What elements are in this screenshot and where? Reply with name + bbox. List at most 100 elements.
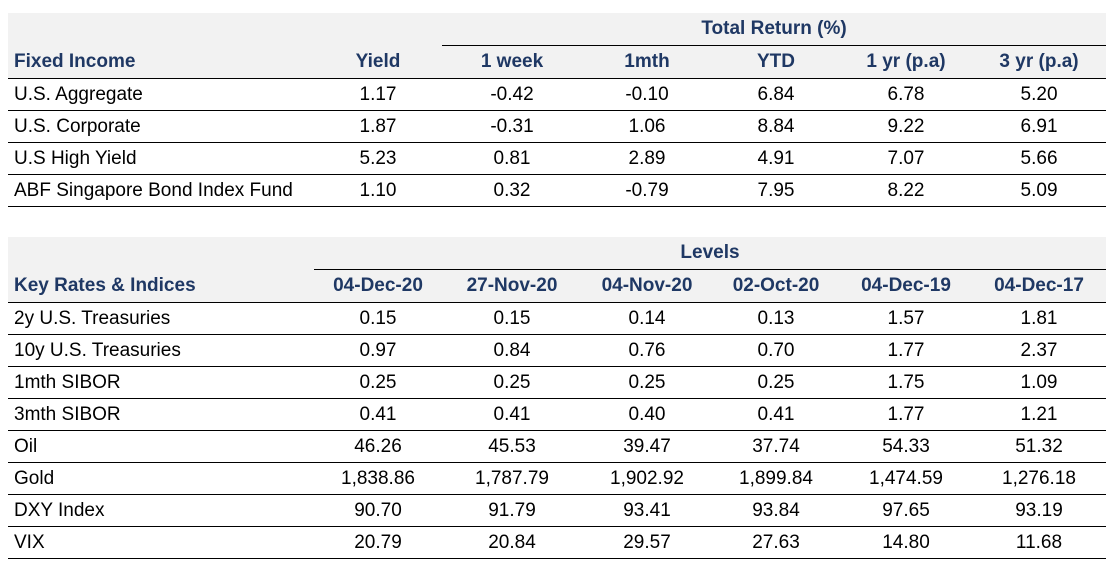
table-cell: 0.81	[442, 142, 582, 175]
fixed-income-table: Total Return (%) Fixed Income Yield 1 week…	[8, 13, 1107, 207]
column-header: 1 yr (p.a)	[840, 45, 972, 79]
table-cell: -0.79	[582, 174, 712, 207]
table-cell: 1,899.84	[712, 462, 840, 495]
fixed-income-body: Total Return (%) Fixed Income Yield 1 week…	[8, 13, 1107, 207]
table-cell: 8.22	[840, 174, 972, 207]
table-cell: 46.26	[314, 430, 442, 463]
table-row: 2y U.S. Treasuries 0.15 0.15 0.14 0.13 1.57 1.…	[8, 302, 1106, 335]
table-cell: 7.07	[840, 142, 972, 175]
table-cell: 1.81	[972, 302, 1106, 335]
column-header: Fixed Income	[8, 45, 314, 79]
table-cell: 97.65	[840, 494, 972, 527]
key-rates-body: Levels Key Rates & Indices 04-Dec-20 27-No…	[8, 237, 1106, 559]
table-cell: 54.33	[840, 430, 972, 463]
table-cell: 0.25	[442, 366, 582, 399]
key-rates-table: Levels Key Rates & Indices 04-Dec-20 27-No…	[8, 237, 1106, 559]
table-row: 3mth SIBOR 0.41 0.41 0.40 0.41 1.77 1.21	[8, 398, 1106, 431]
total-return-group-title: Total Return (%)	[442, 13, 1107, 46]
table-cell: 39.47	[582, 430, 712, 463]
table-cell: 0.13	[712, 302, 840, 335]
table-cell: 5.66	[972, 142, 1107, 175]
table-cell: 5.23	[314, 142, 442, 175]
fixed-income-group-row: Total Return (%)	[8, 13, 1107, 46]
row-label: Gold	[8, 462, 314, 495]
row-label: U.S High Yield	[8, 142, 314, 175]
table-cell: 1.06	[582, 110, 712, 143]
row-label: 1mth SIBOR	[8, 366, 314, 399]
table-cell: 93.84	[712, 494, 840, 527]
table-cell: 91.79	[442, 494, 582, 527]
table-row: Gold 1,838.86 1,787.79 1,902.92 1,899.84 1,47…	[8, 462, 1106, 495]
table-cell: 9.22	[840, 110, 972, 143]
column-header: 04-Nov-20	[582, 269, 712, 303]
header-row: Key Rates & Indices 04-Dec-20 27-Nov-20 04-…	[8, 269, 1106, 303]
table-cell: 37.74	[712, 430, 840, 463]
column-header: 1mth	[582, 45, 712, 79]
table-cell: 1.21	[972, 398, 1106, 431]
row-label: Oil	[8, 430, 314, 463]
table-cell: 93.19	[972, 494, 1106, 527]
table-cell: 0.25	[314, 366, 442, 399]
row-label: 2y U.S. Treasuries	[8, 302, 314, 335]
column-header: 1 week	[442, 45, 582, 79]
row-label: ABF Singapore Bond Index Fund	[8, 174, 314, 207]
table-row: U.S. Corporate 1.87 -0.31 1.06 8.84 9.22 6.91	[8, 110, 1107, 143]
table-cell: 1,474.59	[840, 462, 972, 495]
table-cell: 1.10	[314, 174, 442, 207]
table-cell: 1.09	[972, 366, 1106, 399]
table-cell: 1.75	[840, 366, 972, 399]
table-cell: 0.32	[442, 174, 582, 207]
table-cell: 0.25	[582, 366, 712, 399]
table-cell: 20.79	[314, 526, 442, 559]
column-header: 3 yr (p.a)	[972, 45, 1107, 79]
table-cell: 0.76	[582, 334, 712, 367]
table-cell: 4.91	[712, 142, 840, 175]
column-header: Key Rates & Indices	[8, 269, 314, 303]
table-cell: 45.53	[442, 430, 582, 463]
table-cell: 1.17	[314, 78, 442, 111]
table-cell: 0.41	[712, 398, 840, 431]
table-cell: -0.31	[442, 110, 582, 143]
table-row: 1mth SIBOR 0.25 0.25 0.25 0.25 1.75 1.09	[8, 366, 1106, 399]
table-cell: 0.40	[582, 398, 712, 431]
table-cell: 1.87	[314, 110, 442, 143]
table-cell: 2.89	[582, 142, 712, 175]
table-cell: 0.97	[314, 334, 442, 367]
table-cell: 1.77	[840, 334, 972, 367]
header-row: Fixed Income Yield 1 week 1mth YTD 1 yr (p.a)…	[8, 45, 1107, 79]
table-cell: 11.68	[972, 526, 1106, 559]
key-rates-group-row: Levels	[8, 237, 1106, 270]
column-header: 04-Dec-19	[840, 269, 972, 303]
column-header: YTD	[712, 45, 840, 79]
table-cell: 1,276.18	[972, 462, 1106, 495]
table-cell: -0.10	[582, 78, 712, 111]
table-cell: 7.95	[712, 174, 840, 207]
table-cell: 0.25	[712, 366, 840, 399]
table-cell: 27.63	[712, 526, 840, 559]
table-cell: -0.42	[442, 78, 582, 111]
table-cell: 0.14	[582, 302, 712, 335]
table-cell: 0.15	[314, 302, 442, 335]
table-cell: 6.78	[840, 78, 972, 111]
table-cell: 5.20	[972, 78, 1107, 111]
table-cell: 29.57	[582, 526, 712, 559]
table-cell: 1,902.92	[582, 462, 712, 495]
table-cell: 1,838.86	[314, 462, 442, 495]
table-row: ABF Singapore Bond Index Fund 1.10 0.32 -0.…	[8, 174, 1107, 207]
table-row: 10y U.S. Treasuries 0.97 0.84 0.76 0.70 1.77 2…	[8, 334, 1106, 367]
table-row: VIX 20.79 20.84 29.57 27.63 14.80 11.68	[8, 526, 1106, 559]
table-cell: 0.41	[442, 398, 582, 431]
table-row: DXY Index 90.70 91.79 93.41 93.84 97.65 93.19	[8, 494, 1106, 527]
row-label: 3mth SIBOR	[8, 398, 314, 431]
table-cell: 1.57	[840, 302, 972, 335]
table-cell: 51.32	[972, 430, 1106, 463]
table-cell: 93.41	[582, 494, 712, 527]
table-cell: 2.37	[972, 334, 1106, 367]
table-cell: 0.84	[442, 334, 582, 367]
table-cell: 8.84	[712, 110, 840, 143]
row-label: U.S. Corporate	[8, 110, 314, 143]
column-header: 04-Dec-20	[314, 269, 442, 303]
table-cell: 0.70	[712, 334, 840, 367]
row-label: 10y U.S. Treasuries	[8, 334, 314, 367]
table-cell: 1,787.79	[442, 462, 582, 495]
